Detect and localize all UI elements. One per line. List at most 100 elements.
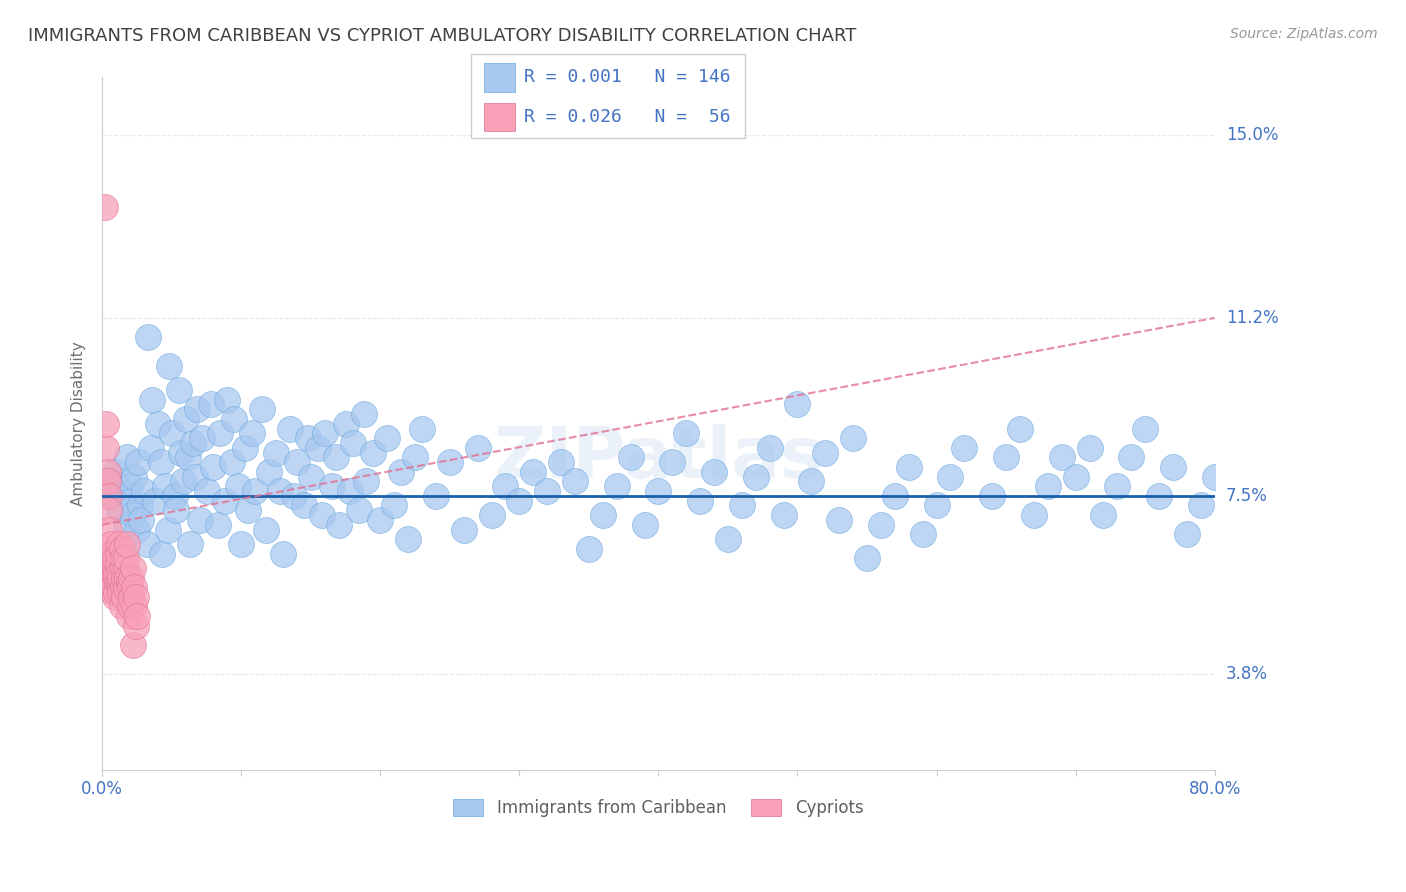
Point: [311, 508, 333, 522]
Point: [112, 580, 135, 594]
Point: [925, 499, 948, 513]
Point: [257, 465, 280, 479]
Point: [118, 599, 141, 614]
Point: [115, 450, 138, 465]
Point: [108, 566, 131, 580]
Point: [167, 383, 190, 397]
Point: [115, 561, 138, 575]
Point: [122, 580, 145, 594]
Text: R = 0.001   N = 146: R = 0.001 N = 146: [524, 69, 731, 87]
Point: [97, 465, 120, 479]
Point: [578, 541, 600, 556]
Point: [177, 450, 200, 465]
Point: [620, 450, 643, 465]
Point: [425, 489, 447, 503]
Point: [731, 499, 754, 513]
Point: [112, 551, 135, 566]
Text: ZIPatlas: ZIPatlas: [494, 424, 824, 493]
Point: [231, 537, 253, 551]
Point: [396, 532, 419, 546]
Point: [128, 499, 150, 513]
Point: [297, 431, 319, 445]
Point: [111, 599, 134, 614]
Point: [115, 580, 138, 594]
Point: [105, 465, 128, 479]
Text: 11.2%: 11.2%: [1226, 309, 1278, 326]
Point: [292, 499, 315, 513]
Point: [118, 580, 141, 594]
Point: [242, 426, 264, 441]
Point: [592, 508, 614, 522]
Point: [129, 513, 152, 527]
Point: [375, 431, 398, 445]
Point: [271, 547, 294, 561]
Point: [120, 590, 142, 604]
Point: [467, 441, 489, 455]
Point: [717, 532, 740, 546]
Text: R = 0.026   N =  56: R = 0.026 N = 56: [524, 108, 731, 126]
Point: [104, 590, 127, 604]
Text: IMMIGRANTS FROM CARIBBEAN VS CYPRIOT AMBULATORY DISABILITY CORRELATION CHART: IMMIGRANTS FROM CARIBBEAN VS CYPRIOT AMB…: [28, 27, 856, 45]
Point: [382, 499, 405, 513]
Point: [370, 513, 392, 527]
Point: [299, 469, 322, 483]
Point: [207, 517, 229, 532]
Point: [101, 575, 124, 590]
Point: [661, 455, 683, 469]
Point: [786, 397, 808, 411]
Point: [98, 489, 121, 503]
Point: [100, 551, 122, 566]
Point: [856, 551, 879, 566]
Point: [508, 493, 530, 508]
Point: [97, 475, 120, 489]
Point: [156, 523, 179, 537]
Point: [114, 590, 136, 604]
Point: [1204, 469, 1226, 483]
Point: [1133, 421, 1156, 435]
Point: [105, 571, 128, 585]
Point: [953, 441, 976, 455]
Point: [111, 541, 134, 556]
Point: [221, 455, 243, 469]
Point: [328, 517, 350, 532]
Point: [814, 445, 837, 459]
Point: [114, 571, 136, 585]
Point: [120, 571, 142, 585]
Point: [135, 537, 157, 551]
Point: [939, 469, 962, 483]
Point: [689, 493, 711, 508]
Point: [101, 547, 124, 561]
Point: [103, 475, 125, 489]
Point: [195, 484, 218, 499]
Point: [98, 489, 121, 503]
Point: [105, 566, 128, 580]
Point: [186, 402, 208, 417]
Point: [115, 517, 138, 532]
Point: [224, 412, 246, 426]
Point: [179, 537, 201, 551]
Point: [269, 484, 291, 499]
Point: [117, 609, 139, 624]
Point: [1008, 421, 1031, 435]
Text: 7.5%: 7.5%: [1226, 487, 1268, 505]
Point: [285, 455, 308, 469]
Point: [1232, 508, 1254, 522]
Point: [828, 513, 851, 527]
Point: [1078, 441, 1101, 455]
Point: [103, 571, 125, 585]
Y-axis label: Ambulatory Disability: Ambulatory Disability: [72, 342, 86, 506]
Point: [264, 445, 287, 459]
Point: [143, 493, 166, 508]
Point: [107, 575, 129, 590]
Point: [98, 503, 121, 517]
Point: [107, 547, 129, 561]
Point: [1175, 527, 1198, 541]
Point: [325, 450, 347, 465]
Point: [342, 436, 364, 450]
Point: [349, 503, 371, 517]
Point: [125, 523, 148, 537]
Point: [120, 493, 142, 508]
Point: [121, 638, 143, 652]
Text: Source: ZipAtlas.com: Source: ZipAtlas.com: [1230, 27, 1378, 41]
Point: [1036, 479, 1059, 493]
